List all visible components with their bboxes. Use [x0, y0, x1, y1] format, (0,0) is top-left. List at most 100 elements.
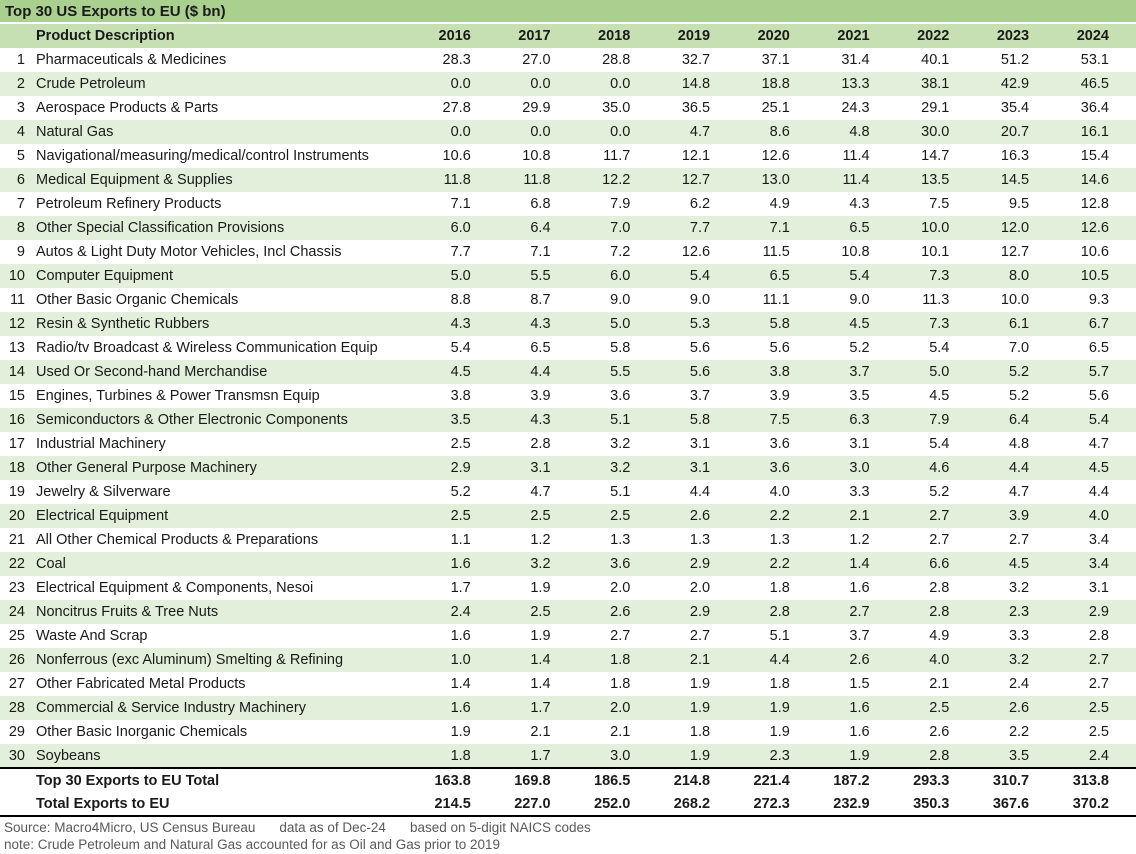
value-cell: 28.3: [442, 52, 471, 68]
table-row: 3 Aerospace Products & Parts 27.8 29.9 35.0 3…: [0, 96, 1136, 120]
value-cell: 3.3: [849, 484, 870, 500]
value-cell: 4.9: [929, 628, 950, 644]
row-rank: 24: [0, 600, 30, 624]
value-cell: 9.3: [1088, 292, 1109, 308]
value-cell: 12.1: [681, 148, 711, 164]
value-cell: 10.6: [442, 148, 471, 164]
value-cell: 3.9: [976, 504, 1057, 528]
product-name: Used Or Second-hand Merchandise: [30, 360, 418, 384]
value-cell: 27.0: [522, 52, 551, 68]
value-cell: 1.4: [497, 648, 578, 672]
row-rank: 5: [16, 148, 25, 164]
value-cell: 12.8: [1080, 196, 1109, 212]
value-cell: 6.6: [896, 552, 977, 576]
value-cell: 1.9: [530, 628, 551, 644]
total-label: Top 30 Exports to EU Total: [30, 767, 418, 792]
value-cell: 7.2: [610, 244, 631, 260]
value-cell: 5.8: [657, 408, 738, 432]
value-cell: 2.6: [657, 504, 738, 528]
row-rank: 7: [16, 196, 25, 212]
value-cell: 31.4: [841, 52, 870, 68]
value-cell: 2.2: [1008, 724, 1030, 740]
total-value-cell: 293.3: [896, 767, 977, 792]
value-cell: 5.2: [1008, 388, 1030, 404]
value-cell: 12.2: [577, 168, 658, 192]
table-row: 19 Jewelry & Silverware 5.2 4.7 5.1 4.4 4.0 3.3…: [0, 480, 1136, 504]
value-cell: 7.0: [577, 216, 658, 240]
value-cell: 2.7: [896, 504, 977, 528]
total-value-cell: 221.4: [737, 767, 817, 792]
value-cell: 4.4: [1088, 484, 1109, 500]
source-line: Source: Macro4Micro, US Census Bureau dat…: [4, 819, 1136, 836]
value-cell: 3.9: [530, 388, 551, 404]
value-cell: 2.8: [530, 436, 551, 452]
table-row: 20 Electrical Equipment 2.5 2.5 2.5 2.6 2.2 2.1…: [0, 504, 1136, 528]
product-name: Jewelry & Silverware: [36, 484, 171, 500]
value-cell: 7.7: [657, 216, 738, 240]
value-cell: 2.5: [1088, 724, 1109, 740]
value-cell: 15.4: [1080, 148, 1109, 164]
value-cell: 6.2: [689, 196, 711, 212]
table-row: 16 Semiconductors & Other Electronic Comp…: [0, 408, 1136, 432]
value-cell: 2.5: [450, 436, 471, 452]
value-cell: 5.5: [497, 264, 578, 288]
value-cell: 2.8: [929, 580, 950, 596]
table-row: 6 Medical Equipment & Supplies 11.8 11.8 12.…: [0, 168, 1136, 192]
value-cell: 7.9: [896, 408, 977, 432]
table-title: Top 30 US Exports to EU ($ bn): [0, 0, 1136, 24]
value-cell: 6.4: [976, 408, 1057, 432]
value-cell: 5.5: [577, 360, 658, 384]
year-column-header: 2022: [896, 24, 977, 48]
row-rank: 10: [0, 264, 30, 288]
total-value-cell: 370.2: [1056, 792, 1136, 817]
value-cell: 5.1: [769, 628, 790, 644]
value-cell: 3.8: [450, 388, 471, 404]
product-name: Pharmaceuticals & Medicines: [36, 52, 227, 68]
product-name: Electrical Equipment & Components, Nesoi: [36, 580, 314, 596]
value-cell: 5.0: [896, 360, 977, 384]
value-cell: 1.6: [418, 696, 498, 720]
value-cell: 4.4: [976, 456, 1057, 480]
value-cell: 4.0: [896, 648, 977, 672]
value-cell: 11.8: [497, 168, 578, 192]
value-cell: 1.9: [769, 724, 790, 740]
total-value-cell: 313.8: [1056, 767, 1136, 792]
row-rank: 28: [0, 696, 30, 720]
value-cell: 1.3: [610, 532, 631, 548]
total-rank-spacer: [0, 792, 30, 817]
value-cell: 36.4: [1080, 100, 1109, 116]
value-cell: 2.6: [577, 600, 658, 624]
value-cell: 0.0: [418, 72, 498, 96]
value-cell: 2.2: [737, 552, 817, 576]
value-cell: 1.7: [450, 580, 471, 596]
product-column-header: Product Description: [30, 24, 418, 48]
row-rank: 12: [0, 312, 30, 336]
value-cell: 1.6: [816, 696, 897, 720]
year-column-header: 2019: [657, 24, 738, 48]
year-column-header: 2023: [976, 24, 1057, 48]
value-cell: 1.8: [689, 724, 711, 740]
value-cell: 2.5: [896, 696, 977, 720]
value-cell: 6.5: [737, 264, 817, 288]
value-cell: 6.7: [1056, 312, 1136, 336]
value-cell: 0.0: [497, 120, 578, 144]
value-cell: 11.5: [762, 244, 790, 260]
product-name: Aerospace Products & Parts: [36, 100, 219, 116]
value-cell: 2.7: [1056, 648, 1136, 672]
product-name: Industrial Machinery: [36, 436, 166, 452]
table-row: 17 Industrial Machinery 2.5 2.8 3.2 3.1 3.6 3.1…: [0, 432, 1136, 456]
total-value-cell: 350.3: [896, 792, 977, 817]
value-cell: 2.7: [816, 600, 897, 624]
table-row: 21 All Other Chemical Products & Preparat…: [0, 528, 1136, 552]
value-cell: 5.4: [816, 264, 897, 288]
value-cell: 7.3: [896, 264, 977, 288]
value-cell: 3.7: [689, 388, 711, 404]
row-rank: 18: [0, 456, 30, 480]
value-cell: 0.0: [577, 120, 658, 144]
value-cell: 12.6: [681, 244, 711, 260]
value-cell: 10.0: [896, 216, 977, 240]
product-name: Nonferrous (exc Aluminum) Smelting & Ref…: [30, 648, 418, 672]
value-cell: 2.7: [1008, 532, 1030, 548]
value-cell: 6.5: [530, 340, 551, 356]
value-cell: 6.0: [577, 264, 658, 288]
